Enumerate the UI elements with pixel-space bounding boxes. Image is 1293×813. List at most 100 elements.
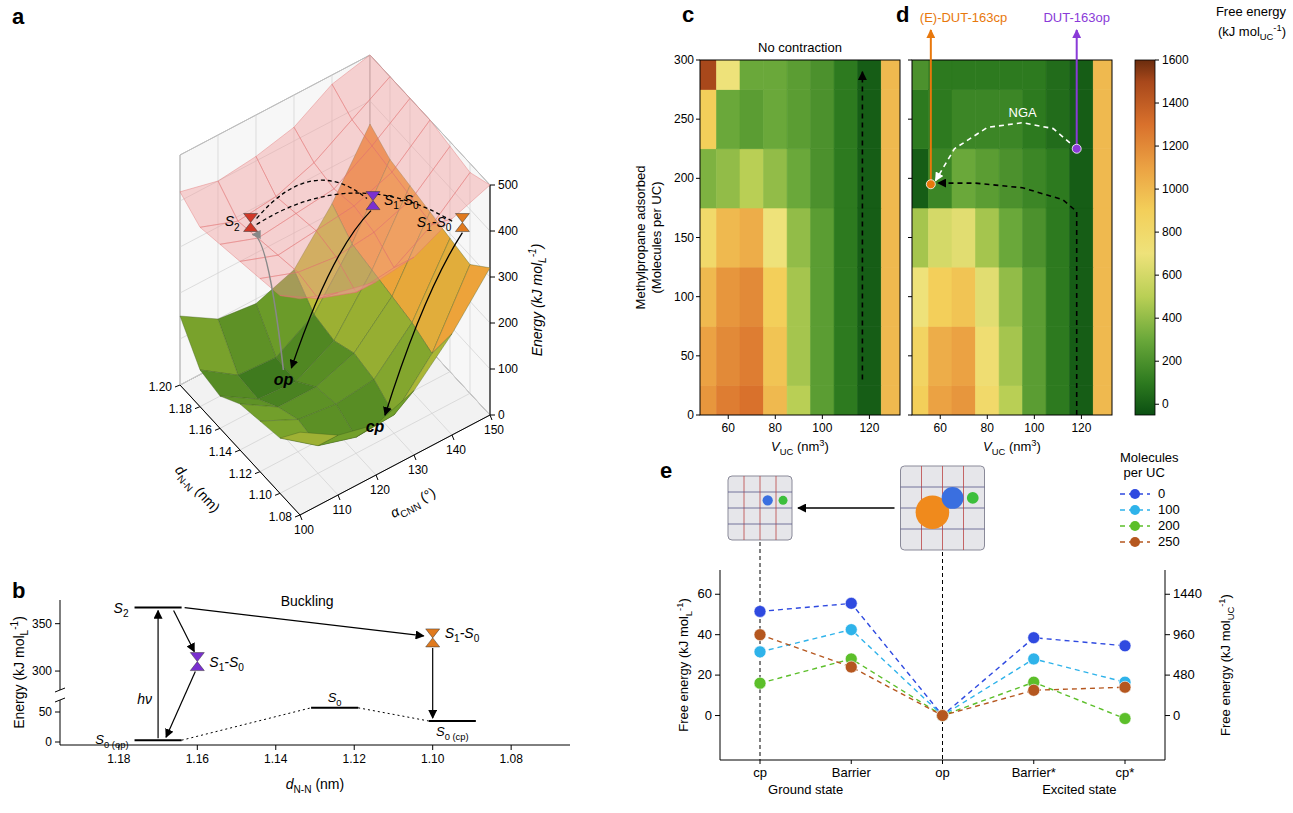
crossing-point <box>455 214 469 232</box>
crossing-point <box>366 192 380 210</box>
colorbar: 02004006008001000120014001600Free energy… <box>1135 4 1286 415</box>
tick-label: 400 <box>1162 311 1182 325</box>
tick-label: 1.20 <box>149 380 173 394</box>
crossing-point <box>244 213 258 231</box>
surface-patch <box>240 404 298 421</box>
surface-patch <box>280 293 338 299</box>
y-axis <box>60 600 61 690</box>
heat-cell <box>929 60 953 90</box>
text-part: S <box>436 724 445 739</box>
heat-cell <box>740 90 764 149</box>
tick <box>696 119 700 120</box>
heat-cell <box>1046 326 1070 385</box>
tick <box>1165 675 1170 676</box>
tick-label: 60 <box>722 421 736 435</box>
heat-cell <box>976 326 1000 385</box>
heat-cell <box>881 90 900 149</box>
z-axis <box>490 185 491 415</box>
state-point <box>1072 144 1081 153</box>
tick <box>696 178 700 179</box>
heat-cell <box>999 149 1023 208</box>
tick <box>908 415 912 416</box>
series-marker <box>754 629 766 641</box>
text-part: (nm) <box>189 481 223 516</box>
heat-cell <box>881 326 900 385</box>
heat-cell <box>952 60 976 90</box>
relaxation-arrow <box>291 211 371 368</box>
heat-cell <box>811 149 835 208</box>
tick <box>908 355 912 356</box>
excitation-arrow <box>157 611 158 739</box>
legend-label: 200 <box>1158 518 1180 533</box>
text-part: Energy (kJ mol <box>529 262 545 356</box>
tick <box>869 415 870 419</box>
tick <box>1155 232 1159 233</box>
plot-area <box>700 60 900 415</box>
series-marker <box>937 710 949 722</box>
ground-path <box>358 708 429 721</box>
text-part: S <box>328 690 337 705</box>
tick <box>55 623 60 624</box>
tick-label: 1.14 <box>264 752 288 766</box>
minimum-label: cp <box>366 418 385 435</box>
annotation: Buckling <box>281 593 334 609</box>
tick-label: 100 <box>674 290 694 304</box>
tick-label: 1200 <box>1162 139 1189 153</box>
tick-label: 400 <box>498 224 518 238</box>
minimum-label: op <box>274 371 294 388</box>
heat-cell <box>999 208 1023 267</box>
panel-letter: b <box>12 578 25 603</box>
tick <box>490 231 495 232</box>
plot-area <box>912 60 1112 415</box>
y-axis <box>720 570 721 760</box>
text-part: ) <box>1037 439 1041 454</box>
surface-patch <box>180 316 238 375</box>
tick-label: 120 <box>370 483 390 497</box>
text-part: (nm <box>793 439 819 454</box>
heat-cell <box>811 90 835 149</box>
series-line <box>760 635 1125 716</box>
plot-frame <box>912 60 1112 415</box>
ground-path <box>182 708 311 740</box>
text-part: -1 <box>674 603 685 611</box>
text-part: (cp) <box>450 731 469 742</box>
state-arrow <box>1076 30 1078 149</box>
point-label: S1-S0 <box>209 654 244 673</box>
tick-label: 300 <box>674 53 694 67</box>
heat-cell <box>740 326 764 385</box>
panel-letter: a <box>12 4 25 29</box>
text-part: -S <box>399 192 414 208</box>
framework-strut <box>728 508 792 509</box>
tick <box>696 60 700 61</box>
tick-label: 40 <box>698 627 712 642</box>
heat-cell <box>787 267 811 326</box>
axis-title: αCNN (°) <box>387 484 439 524</box>
tick <box>338 495 340 500</box>
tick <box>715 594 720 595</box>
text-part: 0 <box>336 697 341 708</box>
heat-cell <box>740 267 764 326</box>
tick <box>696 296 700 297</box>
text-part: L <box>537 257 548 263</box>
heat-cell <box>1046 385 1070 415</box>
panel-letter: d <box>896 2 909 27</box>
text-part: (op) <box>109 739 128 750</box>
tick <box>235 450 240 452</box>
tick-label: 0 <box>1173 708 1180 723</box>
heat-cell <box>717 90 741 149</box>
tick-label: 60 <box>934 421 948 435</box>
tick-label: 100 <box>812 421 832 435</box>
level-label: S2 <box>114 600 129 619</box>
tick-label: 480 <box>1173 667 1195 682</box>
tick-label: 960 <box>1173 627 1195 642</box>
tick <box>354 745 355 750</box>
framework-illustration <box>901 466 985 550</box>
tick-label: 200 <box>498 316 518 330</box>
tick <box>490 277 495 278</box>
text-part: -1 <box>1273 22 1281 33</box>
tick <box>215 428 220 430</box>
heat-cell <box>764 60 788 90</box>
axis-title: (Molecules per UC) <box>649 182 664 294</box>
tick <box>1125 760 1126 764</box>
tick-label: 150 <box>484 423 504 437</box>
